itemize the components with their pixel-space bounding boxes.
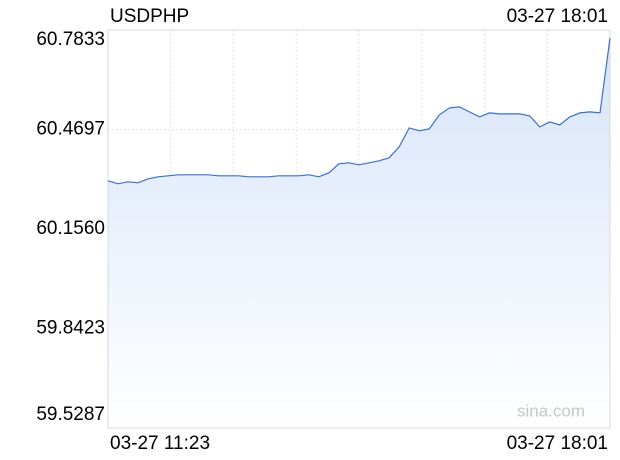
- time-label: 03-27 18:01: [507, 6, 608, 27]
- price-line: [107, 37, 611, 185]
- y-tick-label: 60.4697: [36, 118, 105, 139]
- y-tick-label: 59.8423: [36, 318, 105, 339]
- y-tick-label: 59.5287: [36, 404, 105, 425]
- y-tick-label: 60.7833: [36, 29, 105, 50]
- price-area: [108, 38, 610, 428]
- x-tick-label: 03-27 11:23: [110, 433, 210, 454]
- x-tick-label: 03-27 18:01: [507, 433, 608, 454]
- y-tick-label: 60.1560: [36, 218, 105, 239]
- watermark: sina.com: [517, 401, 585, 420]
- plot-frame: [107, 29, 611, 429]
- chart-title: USDPHP: [110, 6, 189, 27]
